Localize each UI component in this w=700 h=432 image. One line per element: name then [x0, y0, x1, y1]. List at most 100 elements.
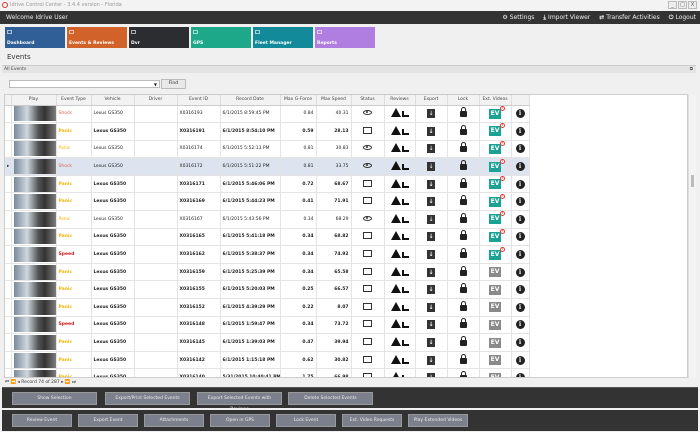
play-cell[interactable]: [11, 157, 57, 176]
video-thumbnail[interactable]: [13, 229, 55, 245]
column-header-max-speed[interactable]: Max Speed: [316, 95, 352, 106]
video-thumbnail[interactable]: [13, 299, 55, 315]
info-icon[interactable]: i: [515, 267, 525, 277]
tile-gps[interactable]: GPS: [191, 27, 251, 48]
image-icon[interactable]: [363, 250, 372, 258]
tile-fleet-manager[interactable]: Fleet Manager: [253, 27, 313, 48]
image-icon[interactable]: [363, 197, 372, 205]
play-cell[interactable]: [11, 175, 57, 194]
table-row[interactable]: Speed Lexus GS350 X0316148 6/1/2015 1:59:47…: [5, 316, 530, 335]
export-download-icon[interactable]: ↓: [427, 126, 435, 136]
reviews-icon[interactable]: [390, 196, 401, 206]
column-header-play[interactable]: Play: [11, 95, 57, 106]
reviews-icon[interactable]: [390, 266, 401, 276]
table-row[interactable]: Panic Lexus GS350 X0316152 6/1/2015 4:39:29…: [5, 298, 530, 317]
lock-icon[interactable]: [459, 195, 467, 206]
transfer-activities-link[interactable]: ⇄ Transfer Activities: [599, 11, 659, 24]
reviews-icon[interactable]: [390, 284, 401, 294]
lock-icon[interactable]: [459, 230, 467, 241]
table-row[interactable]: Panic Lexus GS350 X0316174 6/1/2015 5:52:13…: [5, 140, 530, 159]
info-icon[interactable]: i: [515, 197, 525, 207]
play-cell[interactable]: [11, 263, 57, 282]
ext-video-icon[interactable]: EV!: [489, 105, 505, 119]
info-icon[interactable]: i: [515, 232, 525, 242]
lock-icon[interactable]: [459, 212, 467, 223]
info-icon[interactable]: i: [515, 320, 525, 330]
reviews-icon[interactable]: [390, 337, 401, 347]
play-cell[interactable]: [11, 298, 57, 317]
table-row[interactable]: Panic Lexus GS350 X0316140 5/31/2015 10:40:…: [5, 368, 530, 377]
image-icon[interactable]: [363, 267, 372, 275]
play-cell[interactable]: [11, 192, 57, 212]
video-thumbnail[interactable]: [13, 282, 55, 298]
column-header-max-g-force[interactable]: Max G-Force: [280, 95, 317, 106]
table-row[interactable]: Panic Lexus GS350 X0316142 6/1/2015 1:15:18…: [5, 351, 530, 370]
ext-video-icon[interactable]: EV!: [489, 211, 505, 225]
ext-video-icon[interactable]: EV: [489, 372, 501, 377]
export-download-icon[interactable]: ↓: [427, 267, 435, 277]
image-icon[interactable]: [363, 126, 372, 134]
table-row[interactable]: Panic Lexus GS350 X0316169 6/1/2015 5:44:23…: [5, 192, 530, 212]
image-icon[interactable]: [363, 302, 372, 310]
open-in-gps-button[interactable]: Open in GPS: [210, 414, 270, 427]
reviews-icon[interactable]: [390, 372, 401, 377]
video-thumbnail[interactable]: [13, 317, 55, 333]
vertical-scrollbar[interactable]: [688, 95, 696, 378]
column-header-ext-videos[interactable]: Ext. Videos: [479, 95, 512, 106]
reviews-icon[interactable]: [390, 178, 401, 188]
image-icon[interactable]: [363, 373, 372, 377]
ext-video-requests-button[interactable]: Ext. Video Requests: [342, 414, 402, 427]
reviews-icon[interactable]: [390, 249, 401, 259]
lock-icon[interactable]: [459, 336, 467, 347]
export-download-icon[interactable]: ↓: [427, 109, 435, 119]
lock-event-button[interactable]: Lock Event: [276, 414, 336, 427]
image-icon[interactable]: [363, 355, 372, 363]
play-cell[interactable]: [11, 368, 57, 377]
lock-icon[interactable]: [459, 124, 467, 135]
table-row[interactable]: Panic Lexus GS350 X0316159 6/1/2015 5:25:39…: [5, 263, 530, 282]
reviews-icon[interactable]: [390, 143, 401, 153]
export-download-icon[interactable]: ↓: [427, 214, 435, 224]
table-row[interactable]: Panic Lexus GS350 X0316191 6/1/2015 8:54:10…: [5, 122, 530, 141]
prev-page-button[interactable]: ⏪: [10, 380, 17, 385]
table-row[interactable]: Shock Lexus GS350 X0316193 6/1/2015 8:59:45…: [5, 105, 530, 124]
play-cell[interactable]: [11, 122, 57, 141]
info-icon[interactable]: i: [515, 162, 525, 172]
next-page-button[interactable]: ⏩: [64, 380, 71, 385]
lock-icon[interactable]: [459, 177, 467, 188]
ext-video-icon[interactable]: EV!: [489, 158, 505, 172]
delete-selected-events-button[interactable]: Delete Selected Events: [288, 392, 373, 405]
lock-icon[interactable]: [459, 371, 467, 377]
ext-video-icon[interactable]: EV: [489, 284, 501, 295]
export-download-icon[interactable]: ↓: [427, 373, 435, 377]
info-icon[interactable]: i: [515, 285, 525, 295]
first-record-button[interactable]: ⏮: [5, 380, 10, 385]
export-event-button[interactable]: Export Event: [78, 414, 138, 427]
video-thumbnail[interactable]: [13, 211, 55, 227]
reviews-icon[interactable]: [390, 354, 401, 364]
export-download-icon[interactable]: ↓: [427, 320, 435, 330]
play-cell[interactable]: [11, 245, 57, 264]
export-download-icon[interactable]: ↓: [427, 285, 435, 295]
table-row[interactable]: Panic Lexus GS350 X0316145 6/1/2015 1:39:03…: [5, 333, 530, 352]
lock-icon[interactable]: [459, 107, 467, 118]
tile-dashboard[interactable]: Dashboard: [5, 27, 65, 48]
search-combobox[interactable]: ▼: [9, 80, 160, 88]
export-download-icon[interactable]: ↓: [427, 338, 435, 348]
video-thumbnail[interactable]: [13, 352, 55, 368]
table-row[interactable]: Panic Lexus GS350 X0316167 6/1/2015 5:43:56…: [5, 210, 530, 229]
ext-video-icon[interactable]: EV: [489, 319, 501, 330]
import-viewer-link[interactable]: ⤓ Import Viewer: [543, 11, 590, 24]
column-header-driver[interactable]: Driver: [134, 95, 178, 106]
reviews-icon[interactable]: [390, 213, 401, 223]
column-header-reviews[interactable]: Reviews: [384, 95, 416, 106]
video-thumbnail[interactable]: [13, 159, 55, 175]
logout-link[interactable]: ⏻ Logout: [669, 11, 696, 24]
info-icon[interactable]: i: [515, 179, 525, 189]
eye-icon[interactable]: [363, 163, 372, 169]
play-cell[interactable]: [11, 280, 57, 300]
lock-icon[interactable]: [459, 142, 467, 153]
ext-video-icon[interactable]: EV: [489, 355, 501, 366]
lock-icon[interactable]: [459, 283, 467, 294]
video-thumbnail[interactable]: [13, 123, 55, 139]
